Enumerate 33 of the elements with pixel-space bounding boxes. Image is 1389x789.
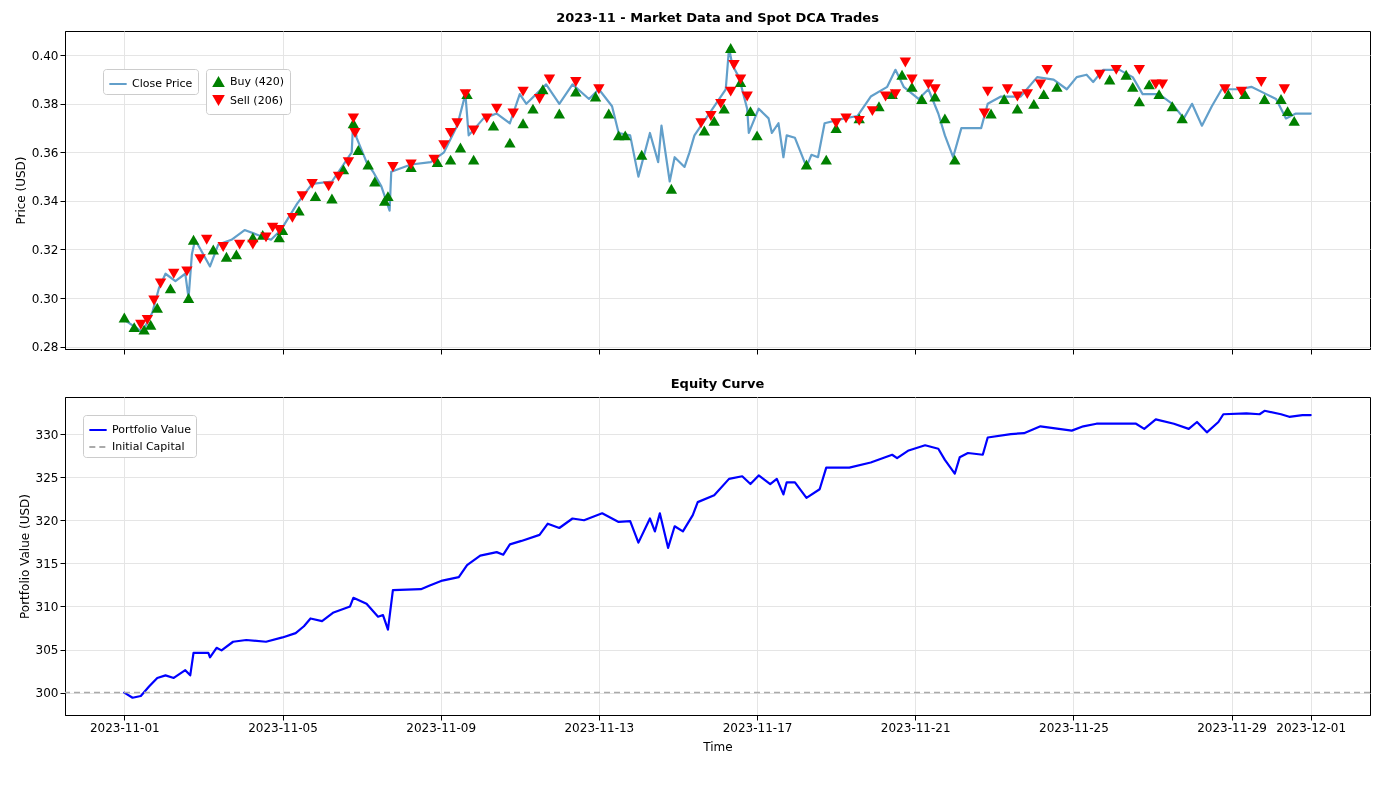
- y-tick-label: 0.40: [31, 48, 59, 63]
- x-axis-title: Time: [702, 739, 733, 754]
- x-tick-label: 2023-12-01: [1276, 720, 1347, 735]
- x-tick-label: 2023-11-21: [880, 720, 951, 735]
- x-tick-label: 2023-11-01: [89, 720, 160, 735]
- x-tick-label: 2023-11-05: [248, 720, 318, 735]
- y-tick-label: 0.38: [31, 97, 59, 112]
- y-tick-label: 0.28: [31, 340, 59, 355]
- y-tick-label: 305: [35, 643, 59, 657]
- chart-title: Equity Curve: [670, 376, 765, 391]
- y-tick-label: 310: [35, 599, 59, 614]
- y-tick-label: 0.32: [31, 242, 59, 257]
- legend-label: Initial Capital: [112, 440, 185, 453]
- y-tick-label: 300: [35, 686, 59, 701]
- legend-label: Buy (420): [230, 74, 285, 88]
- y-tick-label: 0.34: [31, 194, 59, 209]
- x-tick-label: 2023-11-17: [722, 720, 793, 735]
- y-tick-label: 0.30: [31, 291, 59, 306]
- legend-label: Sell (206): [230, 93, 283, 107]
- y-axis-title: Price (USD): [13, 156, 28, 225]
- x-tick-label: 2023-11-13: [564, 720, 635, 735]
- y-tick-label: 315: [35, 556, 59, 571]
- x-tick-label: 2023-11-09: [406, 720, 477, 735]
- legend-label: Close Price: [132, 77, 193, 90]
- legend-label: Portfolio Value: [112, 423, 192, 436]
- y-tick-label: 330: [35, 427, 59, 442]
- x-tick-label: 2023-11-29: [1197, 720, 1267, 735]
- y-tick-label: 325: [35, 470, 59, 485]
- y-tick-label: 320: [35, 513, 59, 528]
- y-axis-title: Portfolio Value (USD): [17, 494, 32, 619]
- x-tick-label: 2023-11-25: [1039, 720, 1109, 735]
- y-tick-label: 0.36: [31, 145, 59, 160]
- chart-title: 2023-11 - Market Data and Spot DCA Trades: [556, 10, 880, 25]
